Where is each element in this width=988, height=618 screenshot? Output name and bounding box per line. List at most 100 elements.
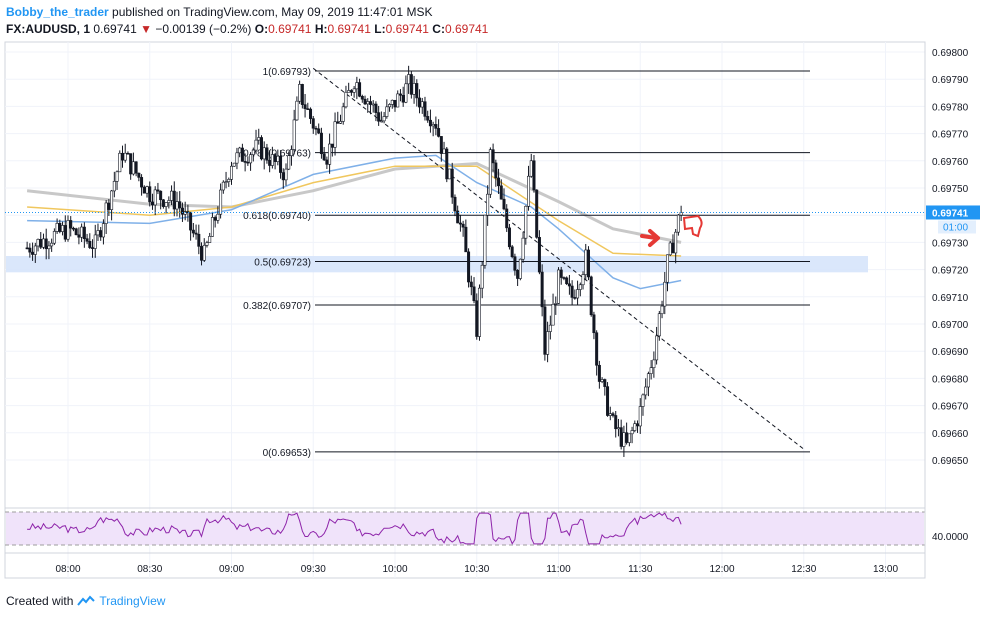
- candle-body: [551, 303, 555, 326]
- candle-body: [497, 177, 501, 187]
- candle-body: [69, 220, 73, 229]
- candle-body: [235, 152, 239, 164]
- time-tick-label: 09:30: [301, 564, 326, 575]
- candle-body: [189, 212, 193, 231]
- candle-body: [616, 427, 620, 430]
- candle-body: [330, 143, 334, 148]
- candle-body: [153, 189, 157, 206]
- candle-body: [159, 190, 163, 201]
- candle-body: [28, 247, 32, 253]
- candle-body: [39, 239, 43, 248]
- candle-body: [548, 324, 552, 332]
- price-tick-label: 0.69730: [932, 238, 969, 249]
- candle-body: [317, 128, 321, 134]
- time-tick-label: 08:30: [137, 564, 162, 575]
- candle-body: [366, 101, 370, 105]
- candle-body: [341, 106, 345, 122]
- candle-body: [674, 231, 678, 254]
- candle-body: [434, 124, 438, 129]
- candle-body: [374, 103, 378, 113]
- support-zone: [6, 256, 868, 273]
- candle-body: [679, 212, 683, 216]
- candle-body: [349, 90, 353, 93]
- candle-body: [216, 213, 220, 221]
- time-tick-label: 11:30: [628, 564, 653, 575]
- candle-body: [355, 82, 359, 90]
- candle-body: [625, 432, 629, 443]
- candle-body: [66, 220, 70, 240]
- candle-body: [227, 179, 231, 182]
- candle-body: [657, 313, 661, 337]
- candle-body: [409, 74, 413, 95]
- price-axis[interactable]: 0.69800 0.69790 0.69780 0.69770 0.69760 0.697…: [924, 42, 980, 578]
- price-tick-label: 0.69650: [932, 456, 969, 467]
- candle-body: [194, 232, 198, 235]
- candle-body: [99, 230, 103, 238]
- candle-body: [581, 274, 585, 286]
- candle-body: [191, 229, 195, 234]
- candle-body: [358, 82, 362, 97]
- candle-body: [115, 171, 119, 182]
- tradingview-logo-icon: [77, 595, 96, 606]
- candle-body: [178, 201, 182, 209]
- tradingview-link[interactable]: TradingView: [99, 594, 166, 608]
- fib-level-label: 1(0.69793): [263, 67, 311, 78]
- price-tick-label: 0.69790: [932, 75, 969, 86]
- candle-body: [333, 121, 337, 148]
- candle-body: [314, 127, 318, 130]
- candle-body: [619, 427, 623, 447]
- author-link[interactable]: Bobby_the_trader: [6, 5, 109, 19]
- current-price-label: 0.69741: [932, 208, 969, 219]
- candle-body: [74, 228, 78, 236]
- candle-body: [292, 119, 296, 150]
- candle-body: [671, 242, 675, 254]
- time-axis[interactable]: 08:00 08:30 09:00 09:30 10:00 10:30 11:00 11:30…: [5, 552, 925, 575]
- candle-body: [567, 283, 571, 287]
- rsi-pane: [5, 511, 925, 546]
- candle-body: [150, 201, 154, 206]
- candle-body: [47, 245, 51, 250]
- fib-level-label: 0.786(0.69763): [243, 149, 311, 160]
- candle-body: [123, 152, 127, 161]
- candle-body: [270, 154, 274, 166]
- candle-body: [475, 300, 479, 337]
- time-tick-label: 10:30: [464, 564, 489, 575]
- price-tick-label: 0.69760: [932, 157, 969, 168]
- candle-body: [510, 246, 514, 258]
- price-tick-label: 0.69690: [932, 347, 969, 358]
- candle-body: [88, 240, 92, 248]
- candle-body: [507, 227, 511, 248]
- candle-body: [50, 242, 54, 247]
- candle-body: [33, 245, 37, 255]
- candle-body: [393, 99, 397, 108]
- price-tick-label: 0.69700: [932, 320, 969, 331]
- candle-body: [347, 90, 351, 93]
- candle-body: [91, 247, 95, 249]
- candle-body: [442, 148, 446, 154]
- candle-body: [246, 161, 250, 164]
- candle-body: [101, 223, 105, 238]
- price-tick-label: 0.69660: [932, 429, 969, 440]
- candle-body: [249, 154, 253, 164]
- close-label: C:: [432, 22, 445, 36]
- candle-body: [55, 223, 59, 232]
- candle-body: [80, 226, 84, 238]
- candle-body: [518, 258, 522, 279]
- candles: [25, 65, 683, 457]
- candle-body: [240, 147, 244, 162]
- annotations: [5, 211, 925, 247]
- symbol-label[interactable]: FX:AUDUSD, 1: [6, 22, 91, 36]
- candle-body: [309, 108, 313, 119]
- candle-body: [276, 155, 280, 162]
- candle-body: [325, 159, 329, 165]
- candle-body: [112, 181, 116, 192]
- time-tick-label: 12:30: [791, 564, 816, 575]
- candle-body: [461, 223, 465, 228]
- candle-body: [140, 177, 144, 188]
- candle-body: [363, 98, 367, 105]
- candle-body: [126, 152, 130, 155]
- candle-body: [118, 152, 122, 173]
- candle-body: [447, 168, 451, 180]
- candle-body: [273, 154, 277, 162]
